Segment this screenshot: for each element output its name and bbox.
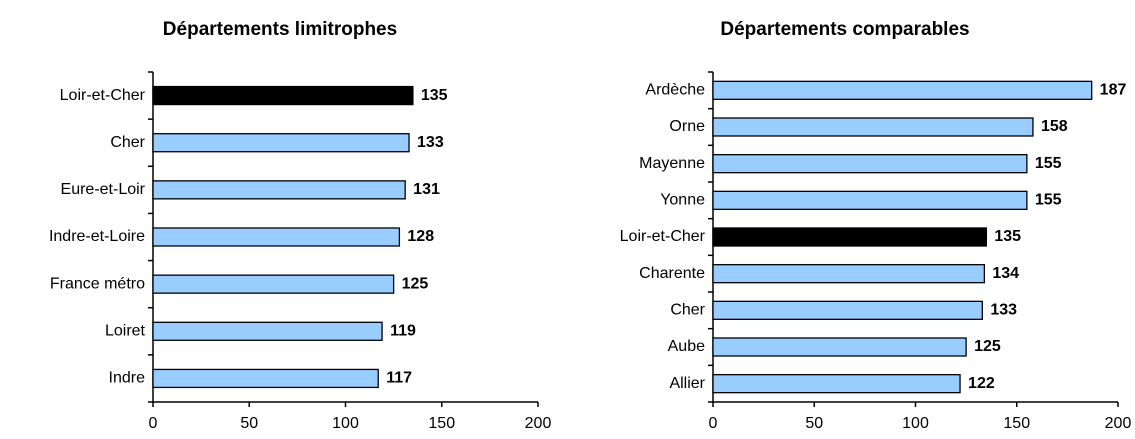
y-tick-label: Eure-et-Loir bbox=[61, 181, 146, 198]
y-tick-label: Charente bbox=[639, 265, 705, 282]
x-tick-label: 200 bbox=[1105, 415, 1132, 432]
bar bbox=[152, 180, 406, 200]
value-label: 117 bbox=[386, 370, 412, 387]
x-tick-label: 50 bbox=[240, 415, 258, 432]
x-tick-label: 200 bbox=[525, 415, 552, 432]
y-tick-label: Aube bbox=[668, 338, 705, 355]
y-tick-label: Loir-et-Cher bbox=[60, 87, 146, 104]
bar bbox=[712, 337, 967, 357]
y-tick-label: Cher bbox=[670, 302, 705, 319]
y-tick-label: Loir-et-Cher bbox=[620, 228, 706, 245]
x-tick-label: 100 bbox=[332, 415, 359, 432]
value-label: 125 bbox=[402, 275, 429, 292]
y-tick-label: Allier bbox=[669, 375, 705, 392]
bar bbox=[152, 321, 383, 341]
x-tick-label: 100 bbox=[902, 415, 929, 432]
bar bbox=[152, 368, 379, 389]
bar bbox=[712, 227, 988, 247]
bar bbox=[712, 264, 986, 284]
chart-title: Départements limitrophes bbox=[163, 19, 397, 40]
value-label: 134 bbox=[992, 265, 1019, 282]
y-tick-label: Loiret bbox=[105, 323, 146, 340]
x-tick-label: 150 bbox=[428, 415, 455, 432]
value-label: 135 bbox=[994, 228, 1021, 245]
value-label: 187 bbox=[1100, 82, 1127, 99]
value-label: 128 bbox=[407, 228, 434, 245]
value-label: 133 bbox=[417, 134, 444, 151]
bar bbox=[712, 190, 1028, 210]
x-tick-label: 0 bbox=[709, 415, 718, 432]
y-tick-label: Ardèche bbox=[645, 82, 705, 99]
x-tick-label: 50 bbox=[805, 415, 823, 432]
bar bbox=[152, 227, 401, 247]
y-tick-label: Indre-et-Loire bbox=[49, 228, 145, 245]
bar bbox=[152, 133, 410, 153]
value-label: 155 bbox=[1035, 155, 1062, 172]
bar bbox=[712, 154, 1028, 174]
y-tick-label: Yonne bbox=[660, 192, 705, 209]
value-label: 135 bbox=[421, 87, 448, 104]
y-tick-label: France métro bbox=[50, 275, 145, 292]
value-label: 125 bbox=[974, 338, 1001, 355]
value-label: 131 bbox=[413, 181, 440, 198]
bar bbox=[712, 374, 961, 394]
x-tick-label: 0 bbox=[149, 415, 158, 432]
value-label: 119 bbox=[390, 323, 416, 340]
value-label: 122 bbox=[968, 375, 995, 392]
bar bbox=[712, 300, 983, 320]
y-tick-label: Indre bbox=[109, 370, 146, 387]
value-label: 133 bbox=[990, 302, 1017, 319]
x-tick-label: 150 bbox=[1003, 415, 1030, 432]
bar bbox=[712, 80, 1093, 100]
chart-title: Départements comparables bbox=[720, 19, 969, 40]
y-tick-label: Mayenne bbox=[639, 155, 705, 172]
bar bbox=[152, 274, 395, 294]
y-tick-label: Cher bbox=[110, 134, 145, 151]
value-label: 158 bbox=[1041, 118, 1068, 135]
bar bbox=[152, 85, 414, 106]
bar bbox=[712, 117, 1034, 137]
y-tick-label: Orne bbox=[669, 118, 705, 135]
value-label: 155 bbox=[1035, 192, 1062, 209]
